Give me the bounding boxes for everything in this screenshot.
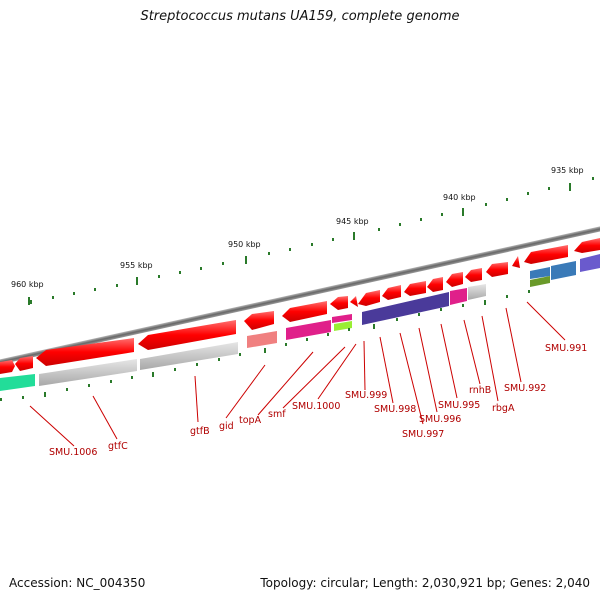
gene-label-gtfc[interactable]: gtfC: [108, 441, 128, 452]
feature-block[interactable]: [530, 276, 550, 287]
gene-label-gtfb[interactable]: gtfB: [190, 426, 210, 437]
feature-block[interactable]: [362, 292, 449, 325]
gene-arrow[interactable]: [350, 296, 358, 307]
scale-label-955: 955 kbp: [120, 261, 153, 270]
backbone-track: [0, 221, 600, 370]
gene-label-rbga[interactable]: rbgA: [492, 403, 515, 414]
gene-arrow[interactable]: [382, 285, 401, 300]
gene-arrow[interactable]: [358, 290, 380, 306]
feature-block[interactable]: [39, 359, 137, 386]
genome-summary-text: Topology: circular; Length: 2,030,921 bp…: [260, 576, 590, 590]
feature-block[interactable]: [247, 331, 277, 348]
gene-arrow[interactable]: [15, 356, 33, 371]
gene-arrow[interactable]: [465, 268, 482, 282]
scale-label-935: 935 kbp: [551, 166, 584, 175]
feature-block[interactable]: [450, 288, 467, 305]
gene-track: [0, 238, 600, 374]
gene-label-smu997[interactable]: SMU.997: [402, 429, 444, 440]
gene-label-smu995[interactable]: SMU.995: [438, 400, 480, 411]
feature-block[interactable]: [468, 284, 486, 300]
minor-ticks: [30, 177, 594, 304]
gene-arrow[interactable]: [244, 311, 274, 330]
scale-label-940: 940 kbp: [443, 193, 476, 202]
gene-label-topa[interactable]: topA: [239, 415, 262, 426]
feature-block[interactable]: [286, 320, 331, 340]
feature-block[interactable]: [332, 314, 352, 323]
gene-label-smu999[interactable]: SMU.999: [345, 390, 387, 401]
gene-label-smu998[interactable]: SMU.998: [374, 404, 416, 415]
gene-arrow[interactable]: [36, 338, 134, 366]
feature-block[interactable]: [140, 342, 238, 370]
gene-label-smf[interactable]: smf: [268, 409, 286, 420]
gene-arrow[interactable]: [330, 296, 348, 310]
gene-label-rnhb[interactable]: rnhB: [469, 385, 491, 396]
gene-arrow[interactable]: [524, 245, 568, 264]
gene-arrow[interactable]: [427, 277, 443, 292]
gene-label-smu996[interactable]: SMU.996: [419, 414, 461, 425]
scale-label-960: 960 kbp: [11, 280, 44, 289]
gene-arrow[interactable]: [446, 272, 463, 287]
feature-block[interactable]: [334, 321, 352, 331]
map-title: Streptococcus mutans UA159, complete gen…: [140, 9, 460, 24]
gene-arrow[interactable]: [574, 238, 600, 253]
feature-block[interactable]: [0, 374, 35, 391]
gene-label-smu1006[interactable]: SMU.1006: [49, 447, 97, 458]
gene-label-smu991[interactable]: SMU.991: [545, 343, 587, 354]
gene-arrow[interactable]: [404, 281, 426, 296]
feature-block[interactable]: [580, 254, 600, 272]
scale-label-945: 945 kbp: [336, 217, 369, 226]
gene-arrow[interactable]: [138, 320, 236, 350]
leader-lines: [29, 301, 566, 447]
gene-label-gid[interactable]: gid: [219, 421, 234, 432]
gene-label-smu1000[interactable]: SMU.1000: [292, 401, 340, 412]
lower-ticks: [0, 290, 530, 401]
gene-label-smu992[interactable]: SMU.992: [504, 383, 546, 394]
accession-text: Accession: NC_004350: [9, 576, 146, 590]
major-ticks: [28, 183, 571, 305]
feature-block[interactable]: [551, 261, 576, 280]
feature-block[interactable]: [530, 267, 550, 279]
gene-arrow[interactable]: [486, 262, 508, 277]
gene-arrow[interactable]: [0, 360, 15, 374]
gene-arrow[interactable]: [512, 256, 520, 268]
feature-track: [0, 254, 600, 391]
gene-arrow[interactable]: [282, 301, 327, 322]
scale-label-950: 950 kbp: [228, 240, 261, 249]
